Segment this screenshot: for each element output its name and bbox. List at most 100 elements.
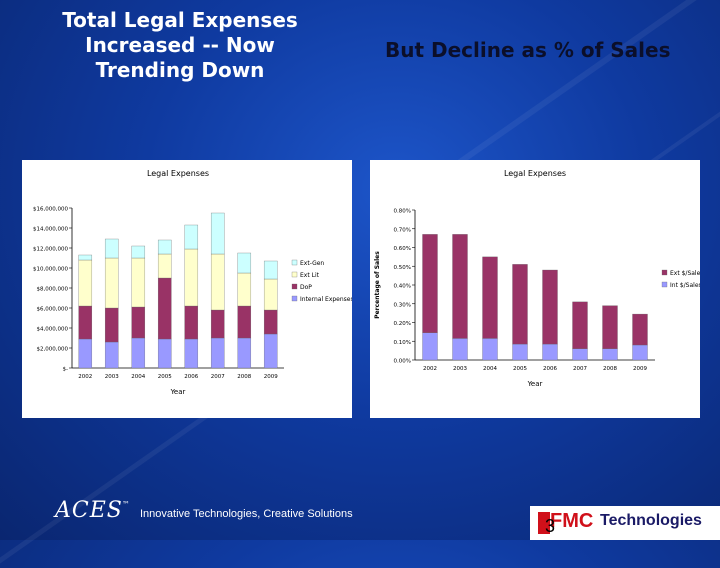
y-tick-label: 0.80% [394,209,411,215]
bar-ext-sales [452,234,468,339]
legend-swatch [661,281,668,288]
x-tick-label: 2002 [423,366,437,372]
bar-ext-gen [104,238,119,259]
chart-panel-absolute-expenses: Legal Expenses $- $2,000,000 $4,000,000 $6,0… [22,160,352,418]
bar-ext-gen [237,252,252,274]
x-tick-label: 2009 [633,366,647,372]
bar-ext-sales [422,234,438,333]
bar-ext-gen [131,245,146,259]
bar-int-sales [602,348,618,361]
x-tick-label: 2009 [264,374,278,380]
legal-expenses-percent-chart: Legal Expenses 0.00% 0.10% 0.20% 0.30% 0.40% 0… [374,169,700,388]
bar-dop [78,305,93,340]
y-tick-label: $12,000,000 [33,247,68,253]
y-tick-label: 0.30% [394,302,411,308]
legend-swatch [291,259,298,266]
bar-ext-sales [572,301,588,349]
y-tick-label: 0.00% [394,359,411,365]
bar-dop [210,309,225,339]
bar-ext-lit [104,257,119,309]
y-tick-label: $- [63,367,68,373]
y-tick-label: $14,000,000 [33,227,68,233]
bar-internal-expenses [263,333,278,369]
bar-internal-expenses [157,338,172,369]
x-tick-label: 2003 [453,366,467,372]
x-tick-label: 2003 [105,374,119,380]
y-tick-label: 0.40% [394,284,411,290]
bar-ext-sales [482,256,498,339]
chart-title: Legal Expenses [504,169,566,178]
x-axis-label: Year [170,388,186,396]
y-tick-label: 0.20% [394,321,411,327]
slide-title-right: But Decline as % of Sales [385,38,671,62]
legend-swatch [291,283,298,290]
bar-ext-lit [184,248,199,307]
chart-panel-percent-of-sales: Legal Expenses 0.00% 0.10% 0.20% 0.30% 0.40% 0… [370,160,700,418]
x-tick-label: 2002 [78,374,92,380]
y-tick-label: 0.50% [394,265,411,271]
bar-ext-lit [131,257,146,308]
y-tick-label: $4,000,000 [37,327,69,333]
y-tick-label: $16,000,000 [33,207,68,213]
x-tick-label: 2008 [603,366,617,372]
brand-technologies-text: Technologies [600,512,702,529]
bar-ext-lit [263,278,278,311]
fmc-logo-mark [538,512,550,534]
bar-dop [184,305,199,340]
bar-int-sales [452,338,468,361]
x-tick-label: 2007 [573,366,587,372]
bar-ext-lit [78,259,93,307]
bar-ext-sales [632,313,648,346]
aces-logo: ACES [55,498,123,523]
bar-ext-gen [184,224,199,250]
x-tick-label: 2005 [513,366,527,372]
trademark-symbol: ™ [122,500,130,509]
y-tick-label: $10,000,000 [33,267,68,273]
bar-dop [237,305,252,339]
bar-internal-expenses [131,337,146,369]
footer-tagline: Innovative Technologies, Creative Soluti… [140,508,353,520]
x-axis-label: Year [527,380,543,388]
y-tick-label: 0.60% [394,246,411,252]
bar-internal-expenses [184,338,199,369]
x-tick-label: 2004 [131,374,145,380]
y-tick-label: 0.70% [394,227,411,233]
bar-ext-sales [512,264,528,345]
bar-internal-expenses [104,341,119,369]
bar-internal-expenses [78,338,93,369]
y-tick-label: $6,000,000 [37,307,69,313]
bar-ext-lit [157,253,172,279]
legend-entry: Int $/Sales [670,282,700,289]
bar-int-sales [422,332,438,361]
bar-internal-expenses [237,337,252,369]
slide-number: 3 [545,516,556,536]
y-axis-label: Percentage of Sales [374,251,381,319]
bar-ext-gen [157,239,172,255]
bar-ext-gen [263,260,278,280]
bar-ext-sales [542,269,558,345]
x-tick-label: 2005 [158,374,172,380]
bar-int-sales [572,348,588,361]
bar-ext-gen [78,254,93,261]
bar-int-sales [482,338,498,361]
legend-swatch [661,269,668,276]
legend-entry: Ext $/Sales [670,270,700,277]
y-tick-label: $2,000,000 [37,347,69,353]
bar-dop [263,309,278,335]
legend-swatch [291,271,298,278]
bar-ext-sales [602,305,618,349]
bar-int-sales [512,343,528,361]
legal-expenses-chart: Legal Expenses $- $2,000,000 $4,000,000 $6,0… [33,169,352,396]
fmc-technologies-logo: FMC Technologies [530,506,720,540]
y-tick-label: $8,000,000 [37,287,69,293]
bar-ext-lit [237,272,252,307]
brand-fmc-text: FMC [550,510,594,532]
bar-ext-gen [210,212,225,255]
y-tick-label: 0.10% [394,340,411,346]
bar-dop [131,306,146,339]
x-tick-label: 2006 [543,366,557,372]
bar-dop [104,307,119,343]
x-tick-label: 2004 [483,366,497,372]
bar-int-sales [632,344,648,361]
bar-int-sales [542,343,558,361]
